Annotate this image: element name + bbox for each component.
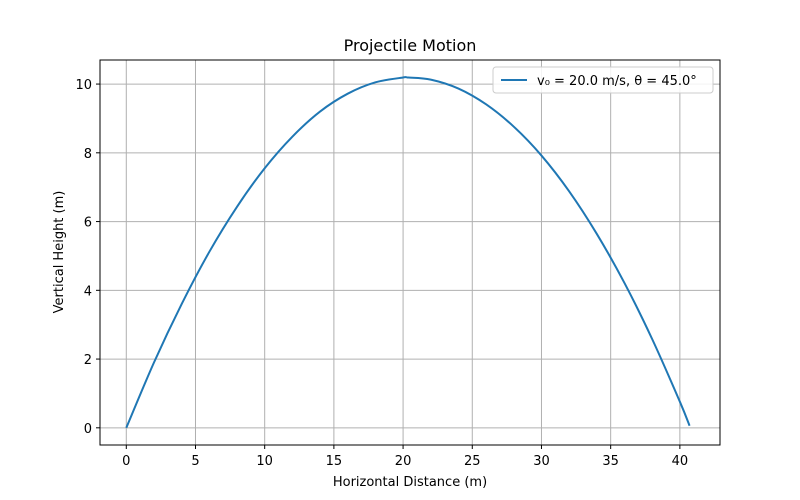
legend-box xyxy=(492,66,714,94)
ticks: 0 5 10 15 20 25 30 35 40 0 2 4 6 8 10 xyxy=(75,78,688,469)
x-tick-label: 20 xyxy=(395,454,412,469)
chart-title: Projectile Motion xyxy=(344,36,477,55)
x-tick-label: 25 xyxy=(464,454,481,469)
x-tick-label: 10 xyxy=(256,454,273,469)
x-tick-label: 40 xyxy=(672,454,689,469)
series-layer xyxy=(125,76,691,429)
y-tick-label: 4 xyxy=(84,284,92,299)
y-tick-label: 0 xyxy=(84,422,92,437)
x-axis-label: Horizontal Distance (m) xyxy=(333,475,487,490)
y-axis-label: Vertical Height (m) xyxy=(52,191,67,314)
x-tick-label: 5 xyxy=(191,454,199,469)
legend: v₀ = 20.0 m/s, θ = 45.0° xyxy=(492,66,714,94)
trajectory-line xyxy=(125,76,691,429)
x-tick-label: 30 xyxy=(533,454,550,469)
x-tick-label: 15 xyxy=(326,454,343,469)
y-tick-label: 2 xyxy=(84,353,92,368)
grid-lines xyxy=(100,60,720,445)
y-tick-label: 6 xyxy=(84,216,92,231)
x-tick-label: 35 xyxy=(602,454,619,469)
legend-label: v₀ = 20.0 m/s, θ = 45.0° xyxy=(537,74,697,89)
y-tick-label: 10 xyxy=(75,78,92,93)
y-tick-label: 8 xyxy=(84,147,92,162)
plot-frame xyxy=(99,59,721,446)
x-tick-label: 0 xyxy=(122,454,130,469)
